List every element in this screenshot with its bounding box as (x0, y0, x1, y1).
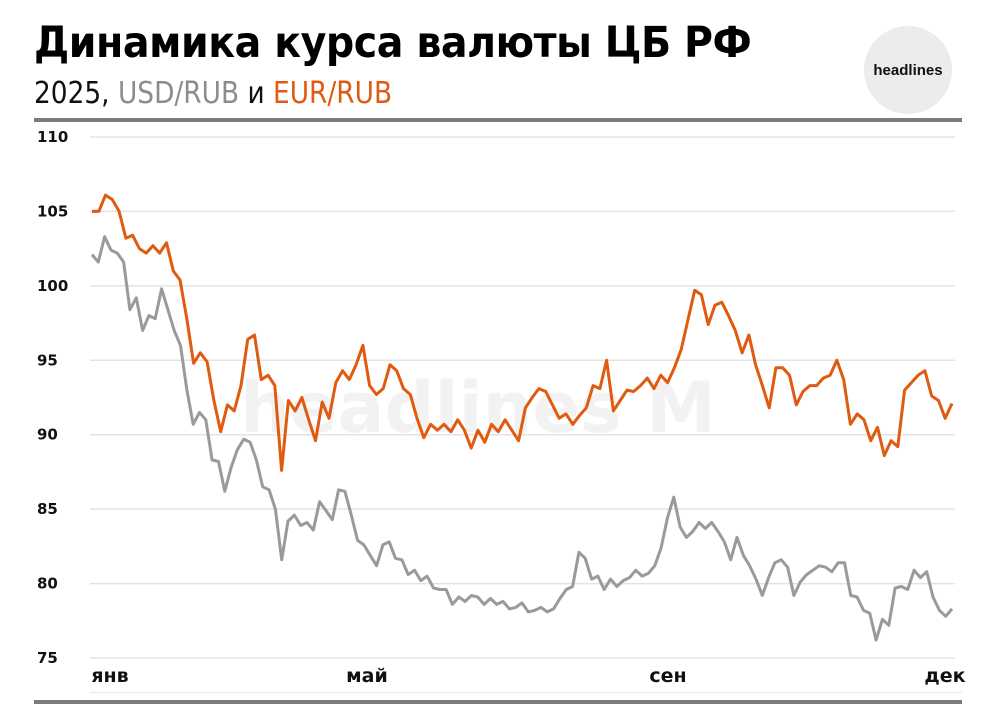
x-tick-label: янв (91, 665, 128, 687)
y-tick-label: 110 (37, 128, 68, 146)
subtitle-year: 2025, (34, 76, 110, 111)
headlines-logo: headlines (864, 26, 952, 114)
y-tick-label: 85 (37, 500, 58, 518)
series-line-eur-rub (92, 193, 954, 472)
axis-divider (90, 692, 962, 693)
series-line-usd-rub (90, 235, 954, 642)
chart-title: Динамика курса валюты ЦБ РФ (34, 18, 752, 68)
logo-text: headlines (873, 61, 943, 79)
legend-eur: EUR/RUB (273, 76, 393, 111)
x-tick-label: сен (649, 665, 686, 687)
y-tick-label: 75 (37, 649, 58, 667)
y-tick-label: 80 (37, 575, 58, 593)
legend-usd: USD/RUB (117, 76, 240, 111)
y-tick-label: 100 (37, 277, 68, 295)
chart-subtitle: 2025, USD/RUB и EUR/RUB (34, 76, 392, 111)
subtitle-and: и (247, 76, 265, 111)
x-tick-label: дек (924, 665, 965, 687)
y-tick-label: 95 (37, 351, 58, 369)
bottom-divider (34, 700, 962, 704)
top-divider (34, 118, 962, 122)
y-tick-label: 90 (37, 426, 58, 444)
y-tick-label: 105 (37, 202, 68, 220)
x-tick-label: май (346, 665, 388, 687)
